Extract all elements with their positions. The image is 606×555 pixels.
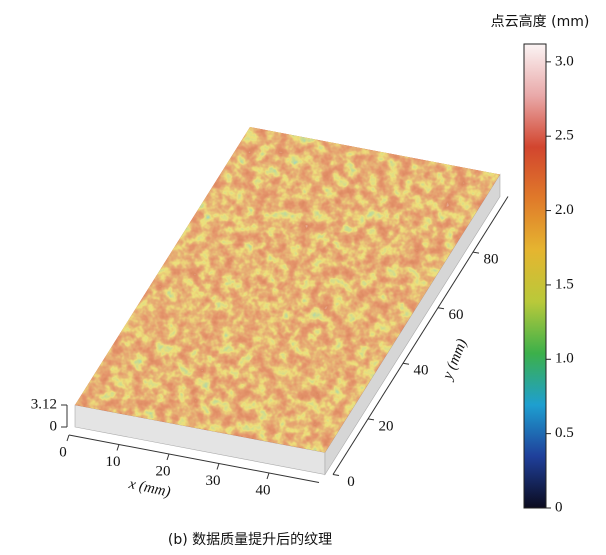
y-tick [403, 363, 409, 364]
x-tick-label: 40 [256, 482, 271, 498]
colorbar-tick-label: 0 [555, 499, 563, 515]
y-tick-label: 0 [347, 474, 355, 490]
y-tick [368, 419, 374, 420]
x-tick [67, 435, 69, 441]
z-tick-label: 0 [50, 418, 58, 434]
z-tick-label: 3.12 [31, 396, 57, 412]
y-tick-label: 40 [414, 363, 429, 379]
colorbar-title: 点云高度 (mm) [491, 13, 590, 30]
figure: 0 3.12 0 10 20 30 40 x (mm) 0 20 40 60 80 y (mm) 点云高度… [0, 0, 606, 555]
x-tick [167, 454, 169, 460]
surface-plot: 0 3.12 0 10 20 30 40 x (mm) 0 20 40 60 80 y (mm) [31, 127, 508, 501]
y-tick-label: 80 [484, 252, 499, 268]
colorbar-tick-label: 2.0 [555, 202, 574, 218]
y-axis-label: y (mm) [439, 337, 470, 384]
x-tick-label: 20 [156, 463, 171, 479]
x-tick-label: 30 [206, 473, 221, 489]
colorbar-tick-label: 1.0 [555, 351, 574, 367]
x-tick [117, 445, 119, 451]
caption: (b) 数据质量提升后的纹理 [168, 532, 332, 548]
y-tick [333, 475, 339, 476]
x-tick-label: 0 [59, 444, 67, 460]
x-tick [217, 464, 219, 470]
x-tick [267, 473, 269, 479]
y-tick-label: 60 [449, 307, 464, 323]
colorbar-tick-label: 3.0 [555, 53, 574, 69]
colorbar-tick-label: 0.5 [555, 425, 574, 441]
x-tick-label: 10 [106, 454, 121, 470]
y-tick [473, 252, 479, 253]
colorbar-tick-label: 2.5 [555, 128, 574, 144]
y-tick [438, 308, 444, 309]
y-tick-label: 20 [379, 418, 394, 434]
x-axis-label: x (mm) [126, 476, 171, 501]
colorbar [524, 44, 546, 508]
colorbar-tick-label: 1.5 [555, 276, 574, 292]
